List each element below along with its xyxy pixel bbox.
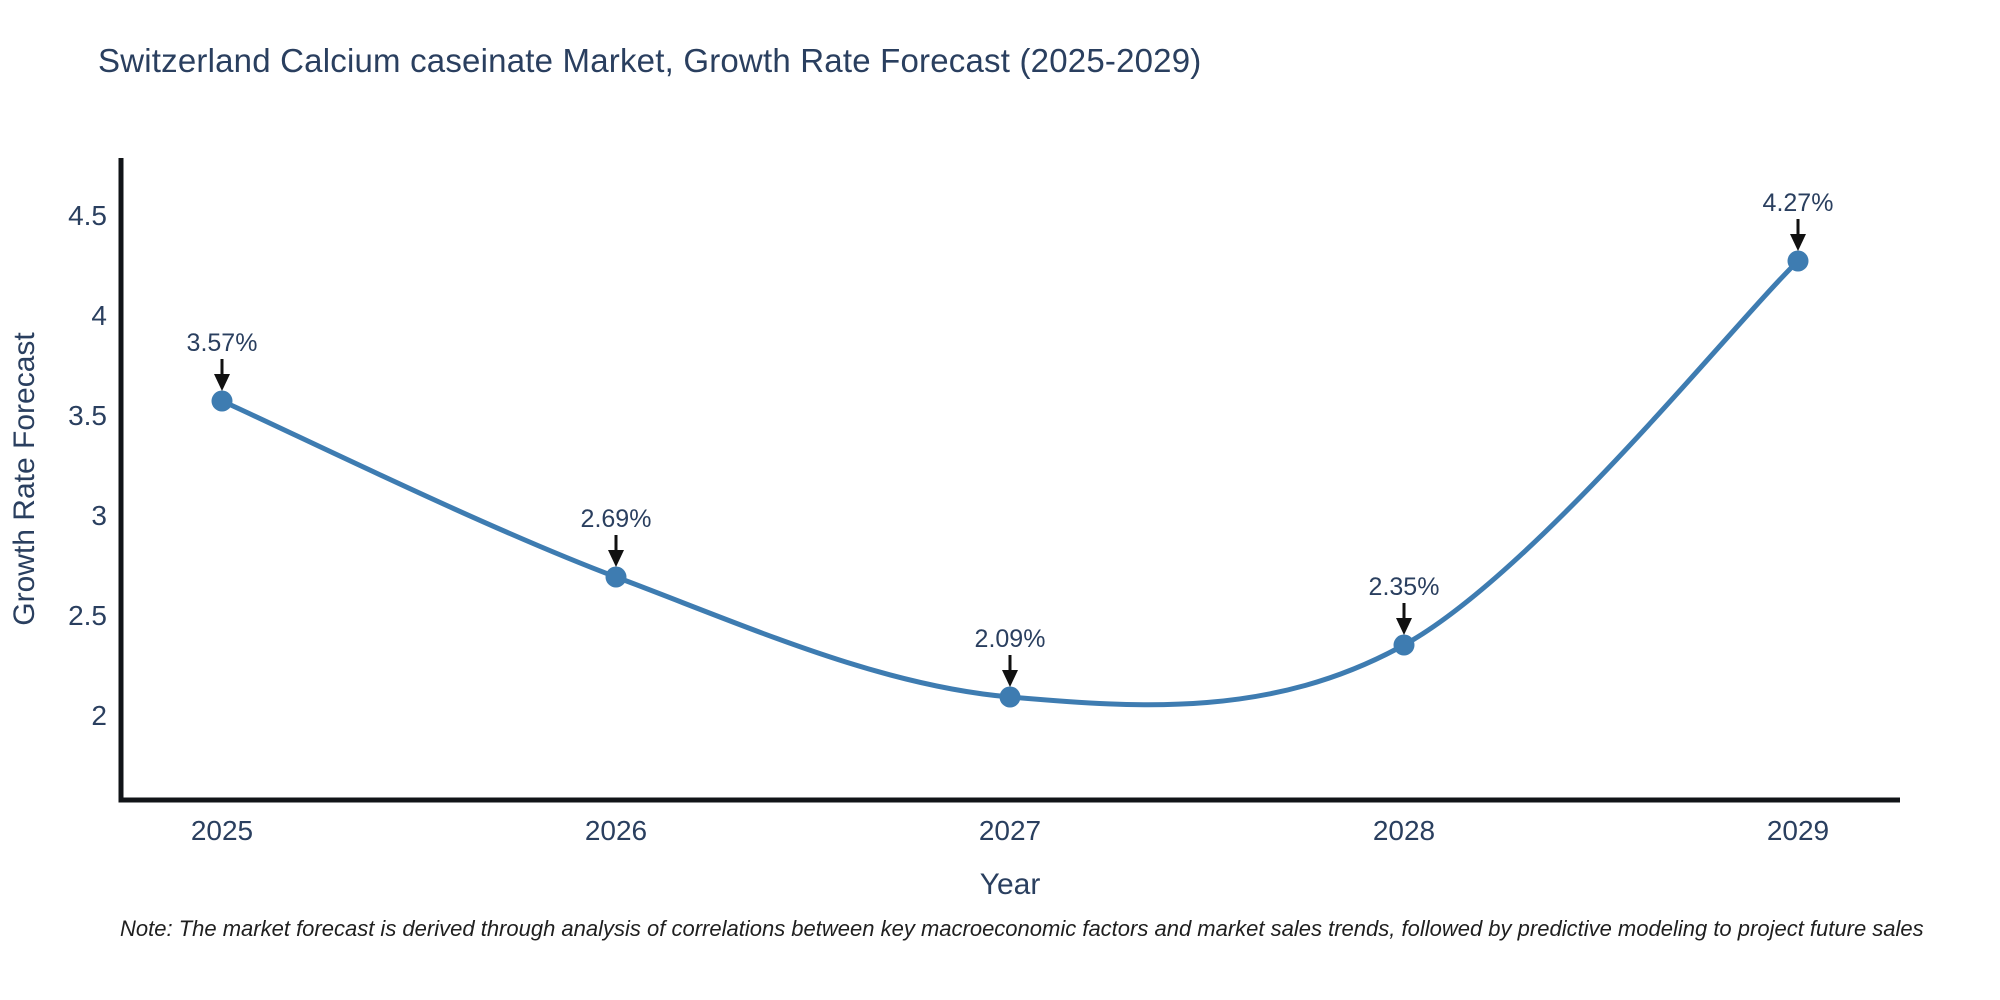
y-axis-title: Growth Rate Forecast bbox=[8, 332, 41, 626]
annotation-label-2029: 4.27% bbox=[1763, 189, 1834, 217]
note-text: Note: The market forecast is derived thr… bbox=[120, 916, 1924, 941]
annotation-label-2025: 3.57% bbox=[187, 329, 258, 357]
y-tick-label-3: 3 bbox=[91, 500, 107, 531]
x-tick-label-2026: 2026 bbox=[585, 815, 647, 846]
data-point-2029[interactable] bbox=[1787, 250, 1809, 272]
annotation-arrowhead-2025 bbox=[214, 374, 230, 391]
data-point-2028[interactable] bbox=[1393, 634, 1415, 656]
annotation-arrowhead-2027 bbox=[1002, 670, 1018, 687]
chart-title: Switzerland Calcium caseinate Market, Gr… bbox=[98, 42, 1202, 79]
data-point-2026[interactable] bbox=[605, 566, 627, 588]
y-tick-label-2: 2 bbox=[91, 700, 107, 731]
annotation-label-2028: 2.35% bbox=[1369, 573, 1440, 601]
annotation-arrowhead-2029 bbox=[1790, 234, 1806, 251]
y-tick-label-4: 4 bbox=[91, 300, 107, 331]
y-tick-label-3.5: 3.5 bbox=[68, 400, 107, 431]
y-tick-label-4.5: 4.5 bbox=[68, 200, 107, 231]
annotation-arrowhead-2026 bbox=[608, 550, 624, 567]
y-tick-label-2.5: 2.5 bbox=[68, 600, 107, 631]
annotation-label-2026: 2.69% bbox=[581, 505, 652, 533]
annotation-arrowhead-2028 bbox=[1396, 618, 1412, 635]
x-tick-label-2028: 2028 bbox=[1373, 815, 1435, 846]
x-axis-title: Year bbox=[980, 868, 1041, 901]
data-point-2027[interactable] bbox=[999, 686, 1021, 708]
annotation-label-2027: 2.09% bbox=[975, 625, 1046, 653]
x-tick-label-2029: 2029 bbox=[1767, 815, 1829, 846]
x-tick-label-2027: 2027 bbox=[979, 815, 1041, 846]
data-point-2025[interactable] bbox=[211, 390, 233, 412]
x-tick-label-2025: 2025 bbox=[191, 815, 253, 846]
